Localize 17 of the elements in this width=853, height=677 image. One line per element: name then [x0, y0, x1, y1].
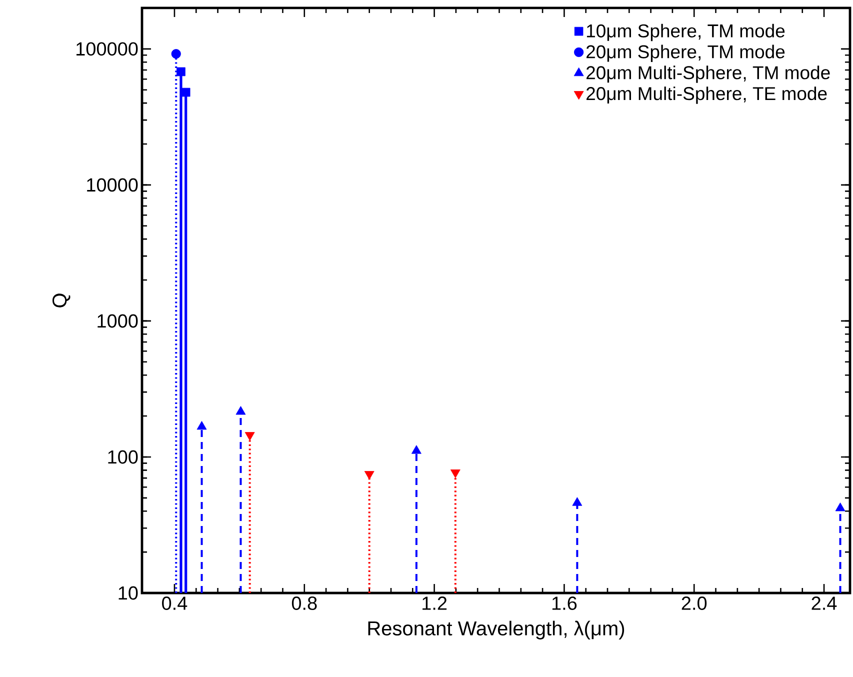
- y-tick-label: 100: [108, 450, 138, 464]
- x-axis-title: Resonant Wavelength, λ(μm): [368, 620, 624, 640]
- x-tick-label: 0.4: [162, 596, 188, 610]
- x-tick-label: 0.8: [292, 596, 317, 610]
- y-tick-label: 10: [118, 586, 138, 600]
- x-tick-label: 1.6: [552, 596, 577, 610]
- legend-label: 20μm Multi-Sphere, TE mode: [586, 86, 827, 104]
- y-tick-label: 10000: [87, 178, 138, 192]
- y-tick-label: 1000: [98, 314, 138, 328]
- x-tick-label: 1.2: [422, 596, 447, 610]
- y-axis-title: Q: [52, 294, 70, 308]
- x-tick-label: 2.4: [812, 596, 837, 610]
- x-tick-label: 2.0: [682, 596, 707, 610]
- legend-label: 10μm Sphere, TM mode: [586, 24, 785, 42]
- legend-label: 20μm Multi-Sphere, TM mode: [586, 66, 830, 83]
- legend-label: 20μm Sphere, TM mode: [586, 44, 785, 62]
- y-tick-label: 100000: [76, 42, 138, 56]
